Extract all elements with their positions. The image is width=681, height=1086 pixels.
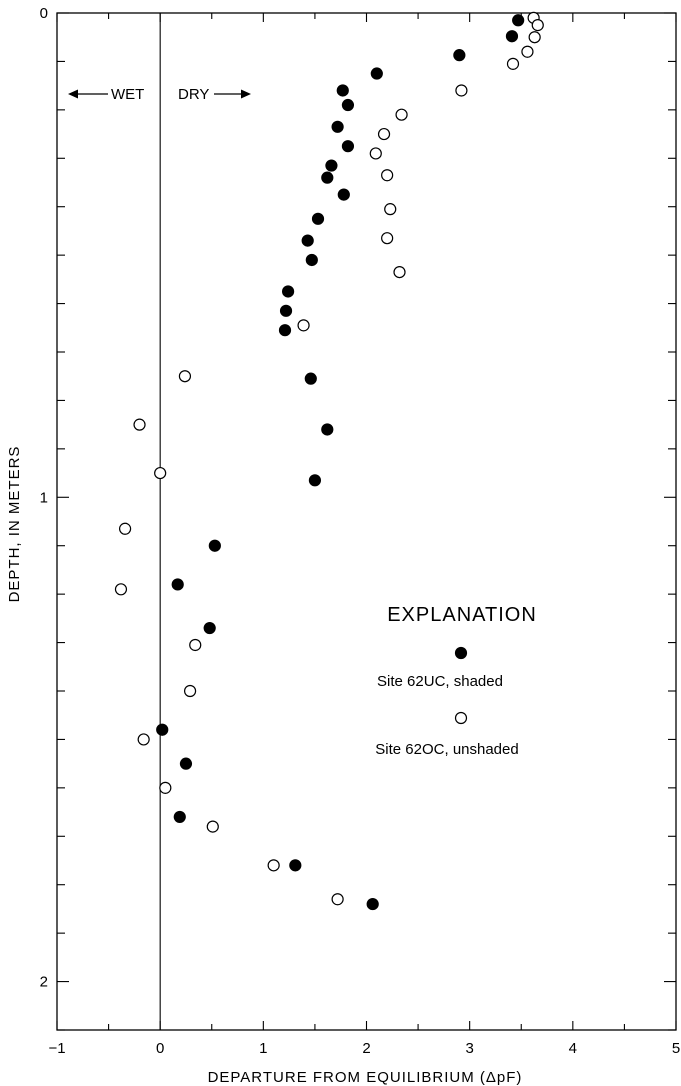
x-axis-label: DEPARTURE FROM EQUILIBRIUM (ΔpF) xyxy=(208,1069,523,1086)
data-point-shaded xyxy=(325,159,338,172)
data-point-shaded xyxy=(304,372,317,385)
data-point-unshaded xyxy=(455,84,468,97)
legend-series-1-label: Site 62UC, shaded xyxy=(377,673,503,690)
data-point-unshaded xyxy=(178,370,192,383)
data-points xyxy=(114,11,544,911)
data-point-unshaded xyxy=(159,781,172,794)
x-tick-label: 5 xyxy=(672,1040,680,1057)
legend: EXPLANATION Site 62UC, shaded Site 62OC,… xyxy=(375,604,537,758)
data-point-unshaded xyxy=(393,265,406,279)
data-point-shaded xyxy=(337,188,350,201)
data-point-shaded xyxy=(321,171,334,184)
legend-open-marker xyxy=(454,711,468,725)
y-axis-ticks: 0 1 2 xyxy=(40,5,676,1031)
data-point-unshaded xyxy=(369,147,382,160)
data-point-unshaded xyxy=(377,127,391,141)
data-point-shaded xyxy=(336,84,349,97)
data-point-shaded xyxy=(281,285,295,298)
data-point-unshaded xyxy=(381,232,394,245)
x-tick-label: 2 xyxy=(362,1040,370,1057)
y-axis-label: DEPTH, IN METERS xyxy=(6,446,23,603)
data-point-shaded xyxy=(308,474,322,487)
data-point-unshaded xyxy=(297,319,310,332)
x-tick-label: 0 xyxy=(156,1040,164,1057)
x-tick-label: 1 xyxy=(259,1040,267,1057)
data-point-shaded xyxy=(156,723,169,736)
data-point-unshaded xyxy=(531,19,544,32)
y-tick-label: 2 xyxy=(40,974,48,991)
data-point-shaded xyxy=(203,621,216,635)
data-point-unshaded xyxy=(183,684,197,698)
legend-series-2-label: Site 62OC, unshaded xyxy=(375,741,518,758)
data-point-shaded xyxy=(301,234,314,247)
wet-arrow-head-icon xyxy=(68,89,78,99)
data-point-unshaded xyxy=(189,638,202,652)
legend-title: EXPLANATION xyxy=(387,604,537,626)
data-point-shaded xyxy=(321,423,334,436)
x-tick-label: 4 xyxy=(569,1040,577,1057)
legend-filled-marker xyxy=(454,646,468,660)
data-point-shaded xyxy=(289,859,302,872)
plot-border xyxy=(56,12,677,1031)
x-tick-label: −1 xyxy=(48,1040,65,1057)
data-point-unshaded xyxy=(506,57,520,70)
data-point-unshaded xyxy=(114,583,128,596)
data-point-shaded xyxy=(278,324,292,337)
data-point-unshaded xyxy=(118,522,132,535)
y-tick-label: 0 xyxy=(40,5,48,22)
data-point-shaded xyxy=(453,49,466,62)
plot-frame xyxy=(56,12,677,1031)
x-tick-label: 3 xyxy=(465,1040,473,1057)
data-point-unshaded xyxy=(384,203,397,216)
x-axis-ticks: −1 0 1 2 3 4 5 xyxy=(48,13,680,1057)
data-point-shaded xyxy=(331,120,344,133)
data-point-shaded xyxy=(341,140,355,153)
data-point-unshaded xyxy=(528,31,541,44)
data-point-shaded xyxy=(208,539,221,552)
data-point-shaded xyxy=(305,253,318,267)
dry-arrow-head-icon xyxy=(241,89,251,99)
data-point-unshaded xyxy=(267,859,280,872)
data-point-shaded xyxy=(279,304,293,317)
data-point-shaded xyxy=(370,67,383,80)
data-point-unshaded xyxy=(137,733,150,746)
data-point-shaded xyxy=(311,212,325,225)
data-point-unshaded xyxy=(133,418,146,431)
data-point-unshaded xyxy=(206,820,219,833)
data-point-shaded xyxy=(171,578,184,591)
direction-indicator: WET DRY xyxy=(68,86,251,103)
data-point-shaded xyxy=(179,757,193,770)
y-tick-label: 1 xyxy=(40,489,48,506)
data-point-unshaded xyxy=(381,169,394,182)
data-point-shaded xyxy=(512,14,525,27)
data-point-shaded xyxy=(505,30,519,43)
data-point-unshaded xyxy=(395,108,408,121)
data-point-shaded xyxy=(366,897,379,911)
dry-label: DRY xyxy=(178,86,209,103)
data-point-shaded xyxy=(173,810,186,824)
wet-label: WET xyxy=(111,86,144,103)
data-point-unshaded xyxy=(154,466,167,480)
data-point-unshaded xyxy=(521,45,534,58)
data-point-shaded xyxy=(341,98,355,112)
data-point-unshaded xyxy=(331,893,344,906)
